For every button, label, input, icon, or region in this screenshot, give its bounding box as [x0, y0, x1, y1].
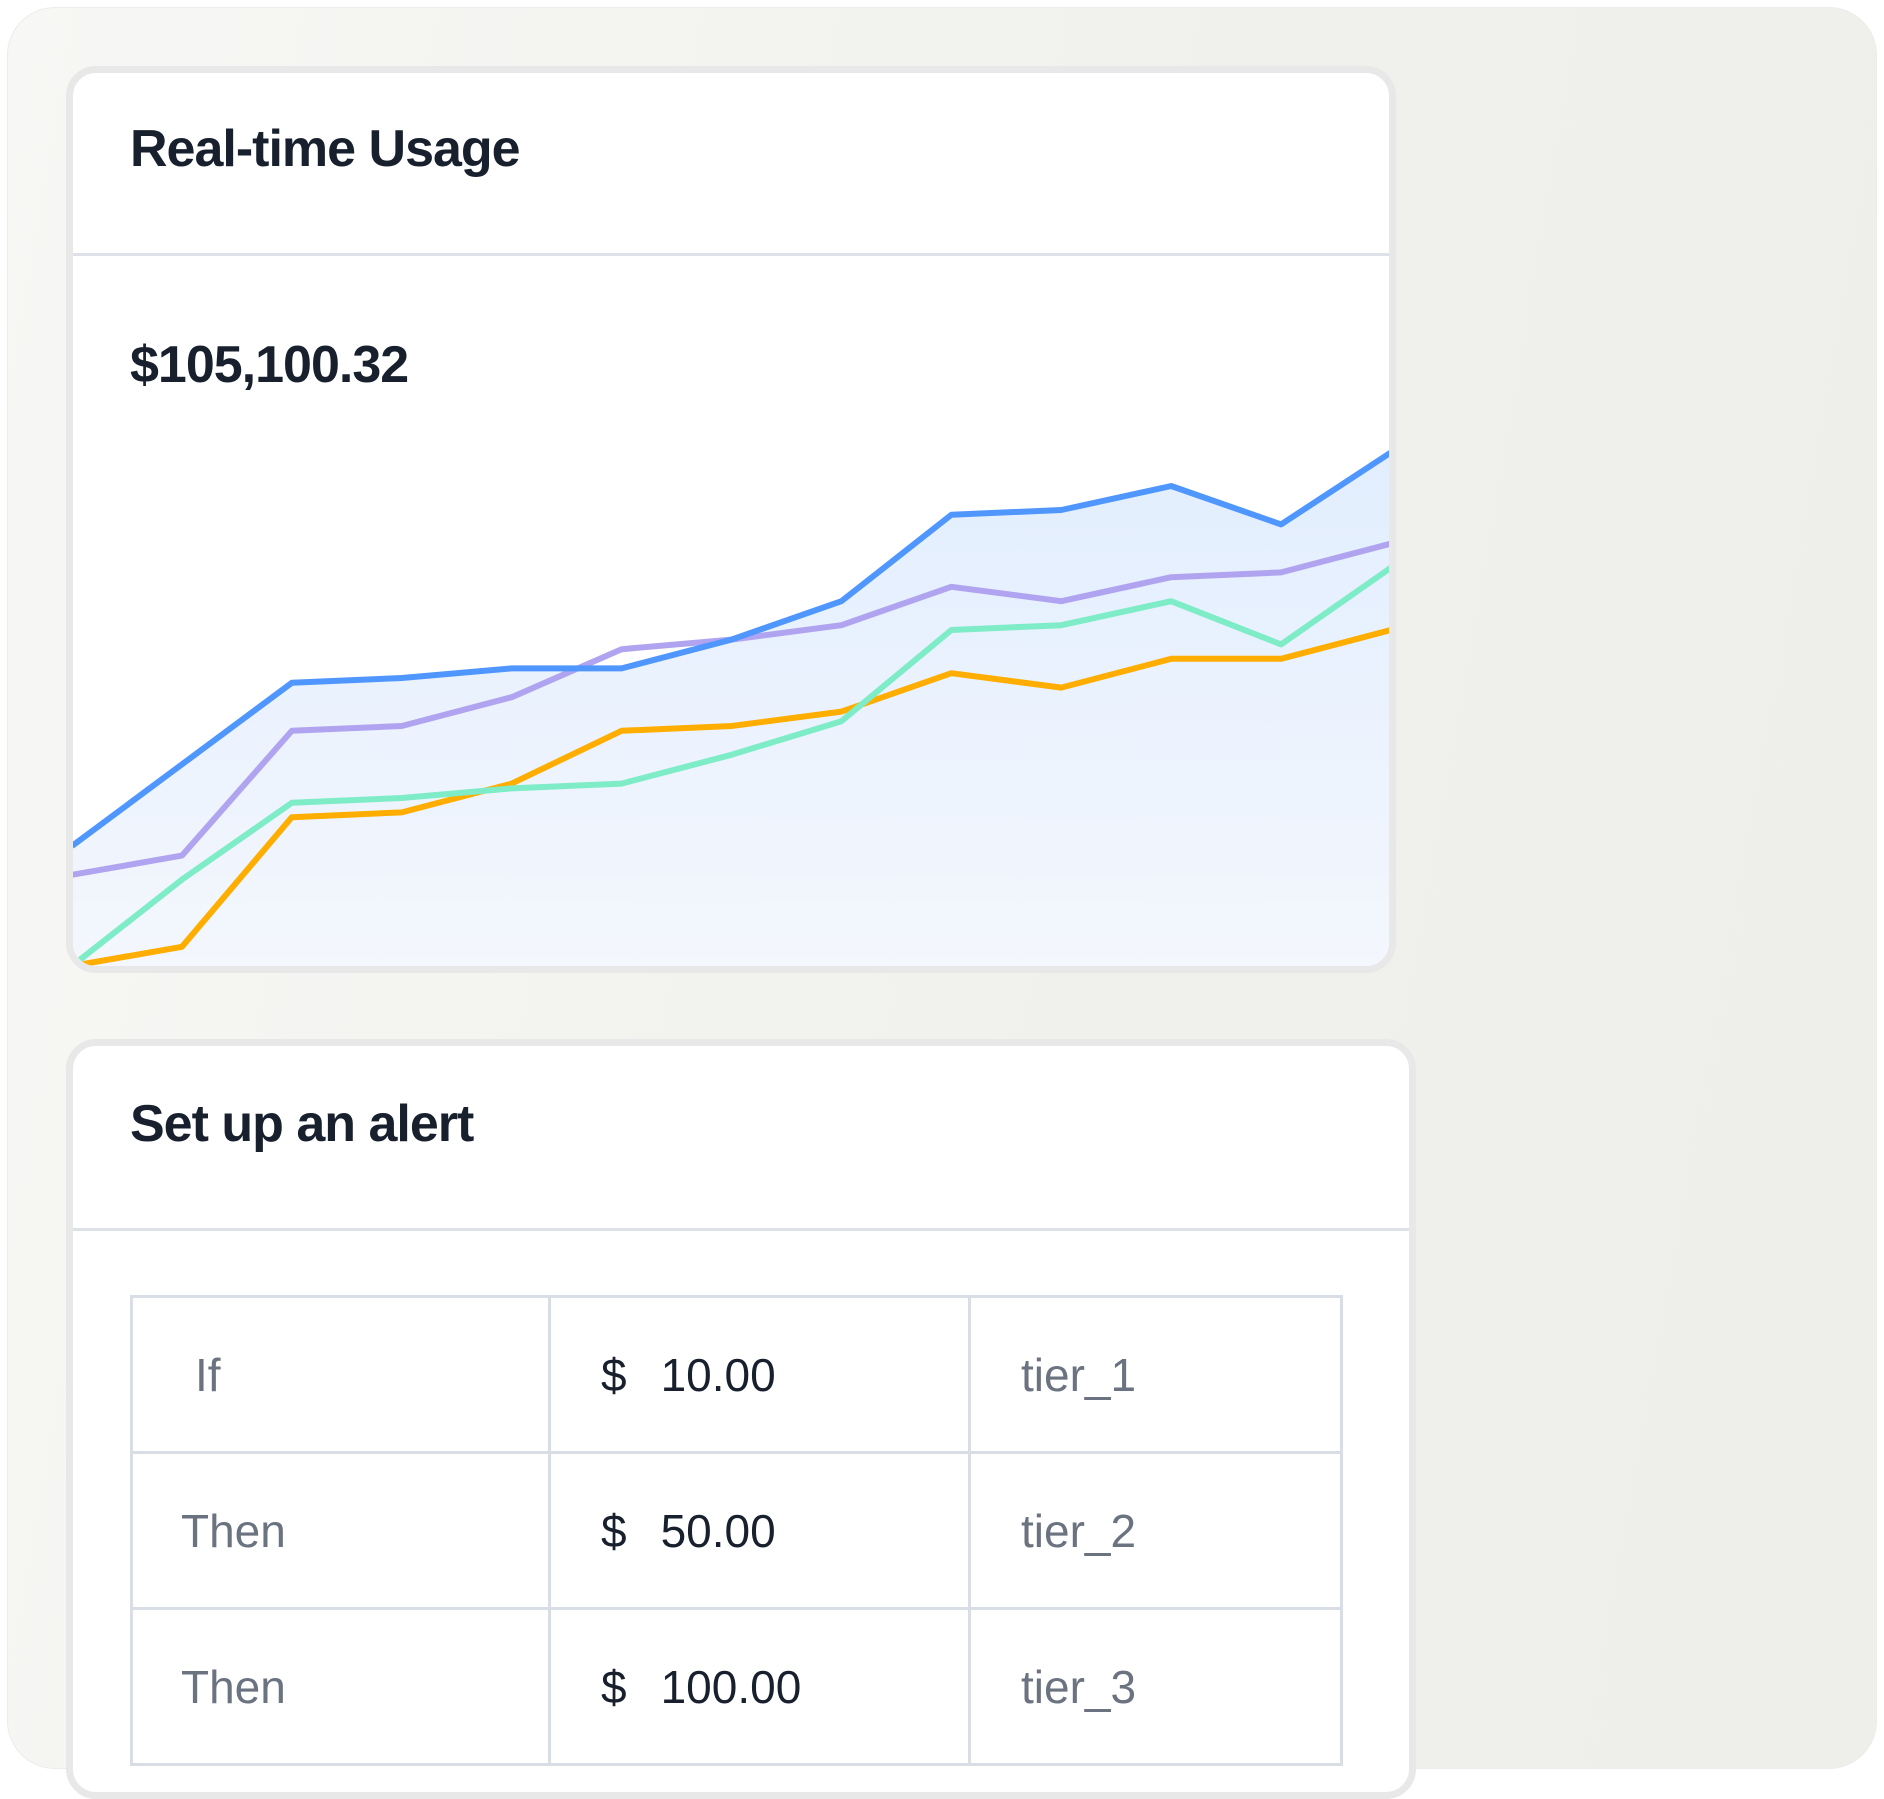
- tier-value: tier_2: [1021, 1504, 1137, 1557]
- amount-input[interactable]: $10.00: [548, 1295, 971, 1454]
- divider: [73, 253, 1389, 256]
- amount-value: 10.00: [660, 1348, 776, 1401]
- tier-value: tier_3: [1021, 1660, 1137, 1713]
- series-line-4: [73, 627, 1389, 966]
- amount-input[interactable]: $100.00: [548, 1607, 971, 1766]
- usage-amount: $105,100.32: [130, 336, 409, 394]
- series-line-3: [73, 565, 1389, 966]
- condition-cell: If: [130, 1295, 551, 1454]
- currency-symbol: $: [601, 1660, 627, 1713]
- realtime-usage-card: Real-time Usage $105,100.32: [66, 66, 1396, 973]
- amount-input[interactable]: $50.00: [548, 1451, 971, 1610]
- condition-label: Then: [181, 1660, 286, 1713]
- alert-row: Then $100.00 tier_3: [130, 1607, 1343, 1766]
- alert-setup-card: Set up an alert If $10.00 tier_1 Then $50.00…: [66, 1039, 1416, 1799]
- amount-value: 100.00: [660, 1660, 802, 1713]
- currency-symbol: $: [601, 1504, 627, 1557]
- usage-area-fill: [73, 453, 1389, 966]
- amount-value: 50.00: [660, 1504, 776, 1557]
- alert-tiers-table: If $10.00 tier_1 Then $50.00 tier_2 Then $100.0…: [130, 1295, 1343, 1766]
- card-title: Real-time Usage: [130, 120, 521, 178]
- alert-row: If $10.00 tier_1: [130, 1295, 1343, 1454]
- divider: [73, 1228, 1409, 1231]
- condition-cell: Then: [130, 1607, 551, 1766]
- tier-select[interactable]: tier_1: [968, 1295, 1343, 1454]
- usage-chart: [73, 450, 1389, 966]
- series-line-1: [73, 450, 1389, 849]
- tier-value: tier_1: [1021, 1348, 1137, 1401]
- alert-row: Then $50.00 tier_2: [130, 1451, 1343, 1610]
- tier-select[interactable]: tier_2: [968, 1451, 1343, 1610]
- card-title: Set up an alert: [130, 1095, 474, 1153]
- condition-cell: Then: [130, 1451, 551, 1610]
- condition-label: If: [195, 1348, 221, 1401]
- condition-label: Then: [181, 1504, 286, 1557]
- currency-symbol: $: [601, 1348, 627, 1401]
- tier-select[interactable]: tier_3: [968, 1607, 1343, 1766]
